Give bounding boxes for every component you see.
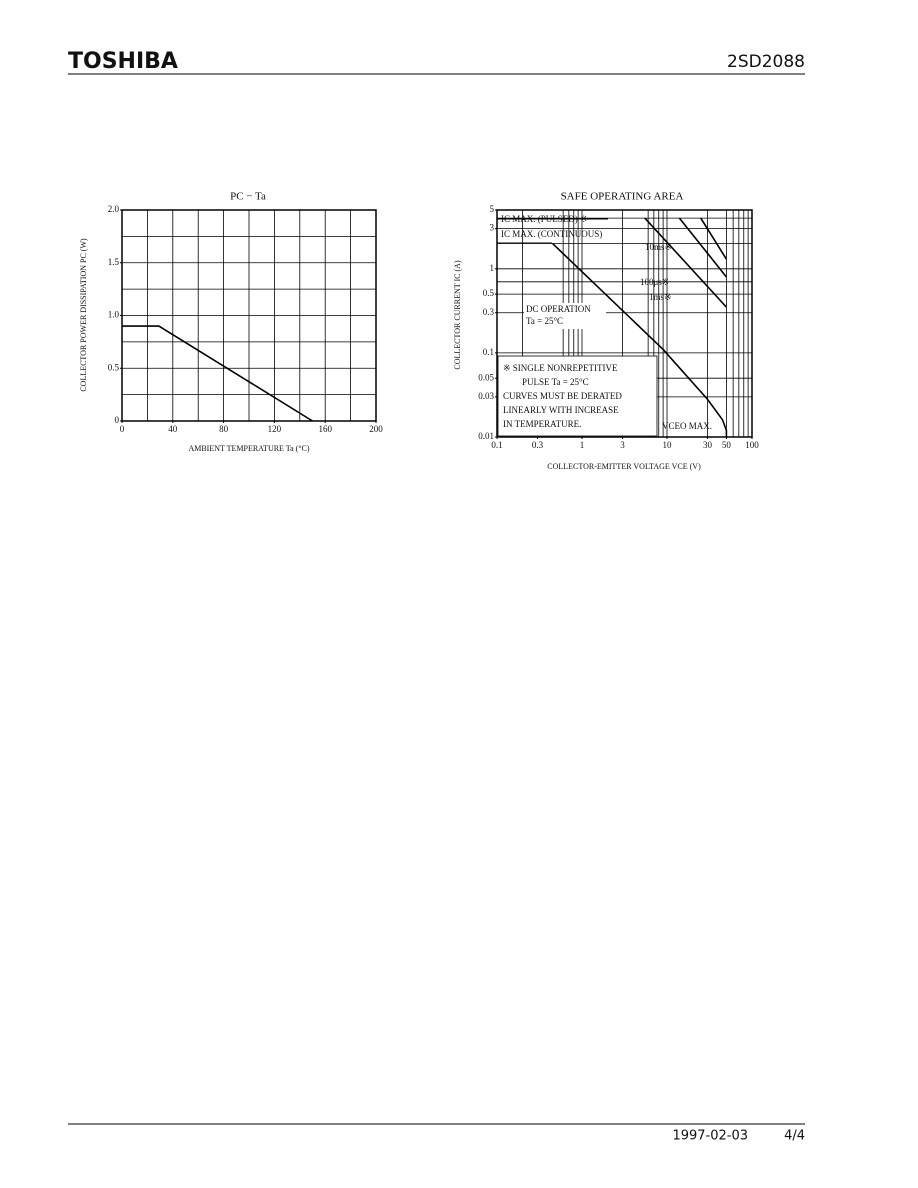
series-label: 100μs※ <box>640 277 669 287</box>
y-tick-label: 0.1 <box>483 347 494 357</box>
annotation: IC MAX. (CONTINUOUS) <box>501 229 602 239</box>
note-box <box>497 355 658 437</box>
annotation: VCEO MAX. <box>662 421 712 431</box>
x-tick-label: 40 <box>168 424 178 434</box>
annotation: IN TEMPERATURE. <box>503 419 581 429</box>
y-tick-label: 5 <box>490 204 495 214</box>
y-tick-label: 0.5 <box>483 288 495 298</box>
x-tick-label: 50 <box>722 440 732 450</box>
y-tick-label: 0.3 <box>483 307 495 317</box>
x-tick-label: 100 <box>745 440 759 450</box>
x-tick-label: 30 <box>703 440 713 450</box>
series-line <box>551 242 728 437</box>
annotation: CURVES MUST BE DERATED <box>503 391 622 401</box>
x-axis-label: COLLECTOR-EMITTER VOLTAGE VCE (V) <box>547 462 701 471</box>
chart-title: SAFE OPERATING AREA <box>561 191 684 203</box>
part-number: 2SD2088 <box>727 52 805 72</box>
y-tick-label: 1.5 <box>108 257 120 267</box>
series-label: DC OPERATION <box>526 304 591 314</box>
x-tick-label: 1 <box>580 440 585 450</box>
y-tick-label: 0.03 <box>478 391 494 401</box>
x-tick-label: 160 <box>318 424 332 434</box>
annotation: LINEARLY WITH INCREASE <box>503 405 619 415</box>
annotation: PULSE Ta = 25°C <box>522 377 589 387</box>
page-number: 4/4 <box>784 1129 805 1144</box>
y-tick-label: 3 <box>490 223 495 233</box>
series-line <box>644 217 728 308</box>
series-line <box>678 217 728 278</box>
series-label: 1ms※ <box>649 292 672 302</box>
series-line <box>700 217 728 260</box>
y-tick-label: 1 <box>490 263 495 273</box>
y-axis-label: COLLECTOR CURRENT IC (A) <box>453 260 462 370</box>
x-tick-label: 200 <box>369 424 383 434</box>
x-tick-label: 10 <box>663 440 673 450</box>
y-axis-label: COLLECTOR POWER DISSIPATION PC (W) <box>79 238 88 392</box>
plot-frame <box>496 209 753 438</box>
x-axis-label: AMBIENT TEMPERATURE Ta (°C) <box>188 444 309 453</box>
x-tick-label: 0 <box>120 424 125 434</box>
x-tick-label: 0.3 <box>532 440 544 450</box>
y-tick-label: 2.0 <box>108 204 120 214</box>
note-box <box>524 303 606 329</box>
y-tick-label: 0.05 <box>478 372 494 382</box>
y-tick-label: 0.01 <box>478 431 494 441</box>
y-tick-label: 0 <box>115 415 120 425</box>
series-label: 10ms※ <box>645 242 672 252</box>
annotation: ※ SINGLE NONREPETITIVE <box>503 363 618 373</box>
x-tick-label: 120 <box>268 424 282 434</box>
x-tick-label: 3 <box>620 440 625 450</box>
y-tick-label: 0.5 <box>108 362 120 372</box>
logo: TOSHIBA <box>68 49 178 74</box>
x-tick-label: 80 <box>219 424 229 434</box>
x-tick-label: 0.1 <box>491 440 502 450</box>
date: 1997-02-03 <box>672 1129 748 1144</box>
series-line <box>122 325 313 422</box>
annotation: IC MAX. (PULSED) ※ <box>501 214 588 224</box>
chart-title: PC − Ta <box>230 191 266 203</box>
annotation: Ta = 25°C <box>526 316 563 326</box>
y-tick-label: 1.0 <box>108 310 120 320</box>
